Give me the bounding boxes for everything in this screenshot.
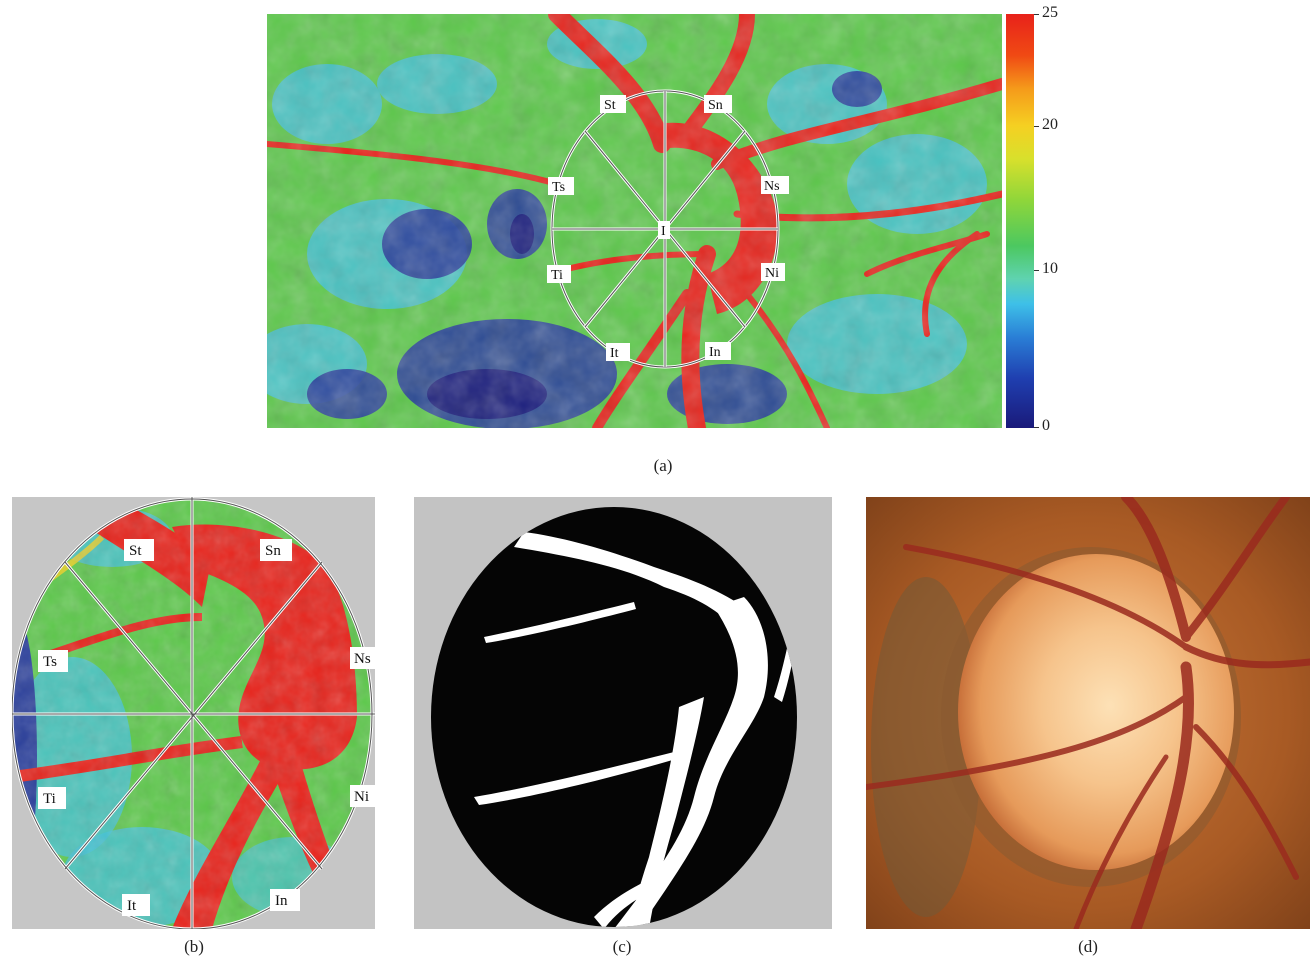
svg-text:Sn: Sn [265, 543, 281, 559]
caption-c: (c) [612, 937, 632, 956]
fundus-image [866, 497, 1310, 929]
colorbar-tick [1034, 126, 1039, 127]
svg-text:Ni: Ni [354, 789, 369, 805]
sector-label-it: It [606, 343, 630, 361]
sector-label-b-sn: Sn [260, 539, 292, 561]
binary-mask-panel-c [414, 497, 832, 929]
sector-label-ti: Ti [547, 265, 571, 283]
caption-d: (d) [1078, 937, 1098, 956]
colorbar-label-0: 0 [1042, 417, 1050, 434]
svg-text:In: In [275, 893, 288, 909]
caption-b: (b) [184, 937, 204, 956]
sector-label-in: In [705, 342, 731, 360]
svg-text:Ni: Ni [765, 266, 779, 281]
svg-text:St: St [129, 543, 142, 559]
svg-text:St: St [604, 98, 616, 113]
sector-label-b-ti: Ti [38, 787, 66, 809]
sector-label-ni: Ni [761, 263, 785, 281]
heatmap-image: St Sn Ts Ns I Ti Ni It [267, 14, 1002, 428]
colorbar-tick [1034, 427, 1039, 428]
sector-label-ts: Ts [548, 177, 574, 195]
svg-text:Ti: Ti [43, 791, 56, 807]
svg-text:Ns: Ns [764, 179, 780, 194]
sector-label-b-st: St [124, 539, 154, 561]
svg-text:Ts: Ts [43, 654, 57, 670]
svg-text:It: It [610, 346, 619, 361]
colorbar [1006, 14, 1034, 428]
sector-label-center: I [658, 221, 670, 239]
colorbar-label-20: 20 [1042, 116, 1058, 133]
svg-text:Sn: Sn [708, 98, 723, 113]
colorbar-label-10: 10 [1042, 260, 1058, 277]
sector-label-b-ni: Ni [350, 785, 375, 807]
svg-text:It: It [127, 898, 137, 914]
svg-text:Ti: Ti [551, 268, 563, 283]
sector-label-b-ts: Ts [38, 650, 68, 672]
colorbar-tick [1034, 270, 1039, 271]
sector-label-b-ns: Ns [350, 647, 375, 669]
vessel-mask-image [414, 497, 832, 929]
fundus-photo-panel-d [866, 497, 1310, 929]
sector-label-ns: Ns [761, 176, 789, 194]
colorbar-tick [1034, 14, 1039, 15]
svg-text:In: In [709, 345, 721, 360]
svg-text:I: I [661, 224, 666, 239]
sector-heatmap-image: St Sn Ts Ns Ti Ni It In [12, 497, 375, 929]
colorbar-label-25: 25 [1042, 4, 1058, 21]
heatmap-panel-a: St Sn Ts Ns I Ti Ni It [267, 14, 1002, 428]
sector-label-sn: Sn [704, 95, 732, 113]
svg-text:Ts: Ts [552, 180, 565, 195]
sector-label-b-it: It [122, 894, 150, 916]
heatmap-panel-b: St Sn Ts Ns Ti Ni It In [12, 497, 375, 929]
svg-text:Ns: Ns [354, 651, 371, 667]
sector-label-b-in: In [270, 889, 300, 911]
sector-label-st: St [600, 95, 626, 113]
caption-a: (a) [653, 456, 673, 475]
